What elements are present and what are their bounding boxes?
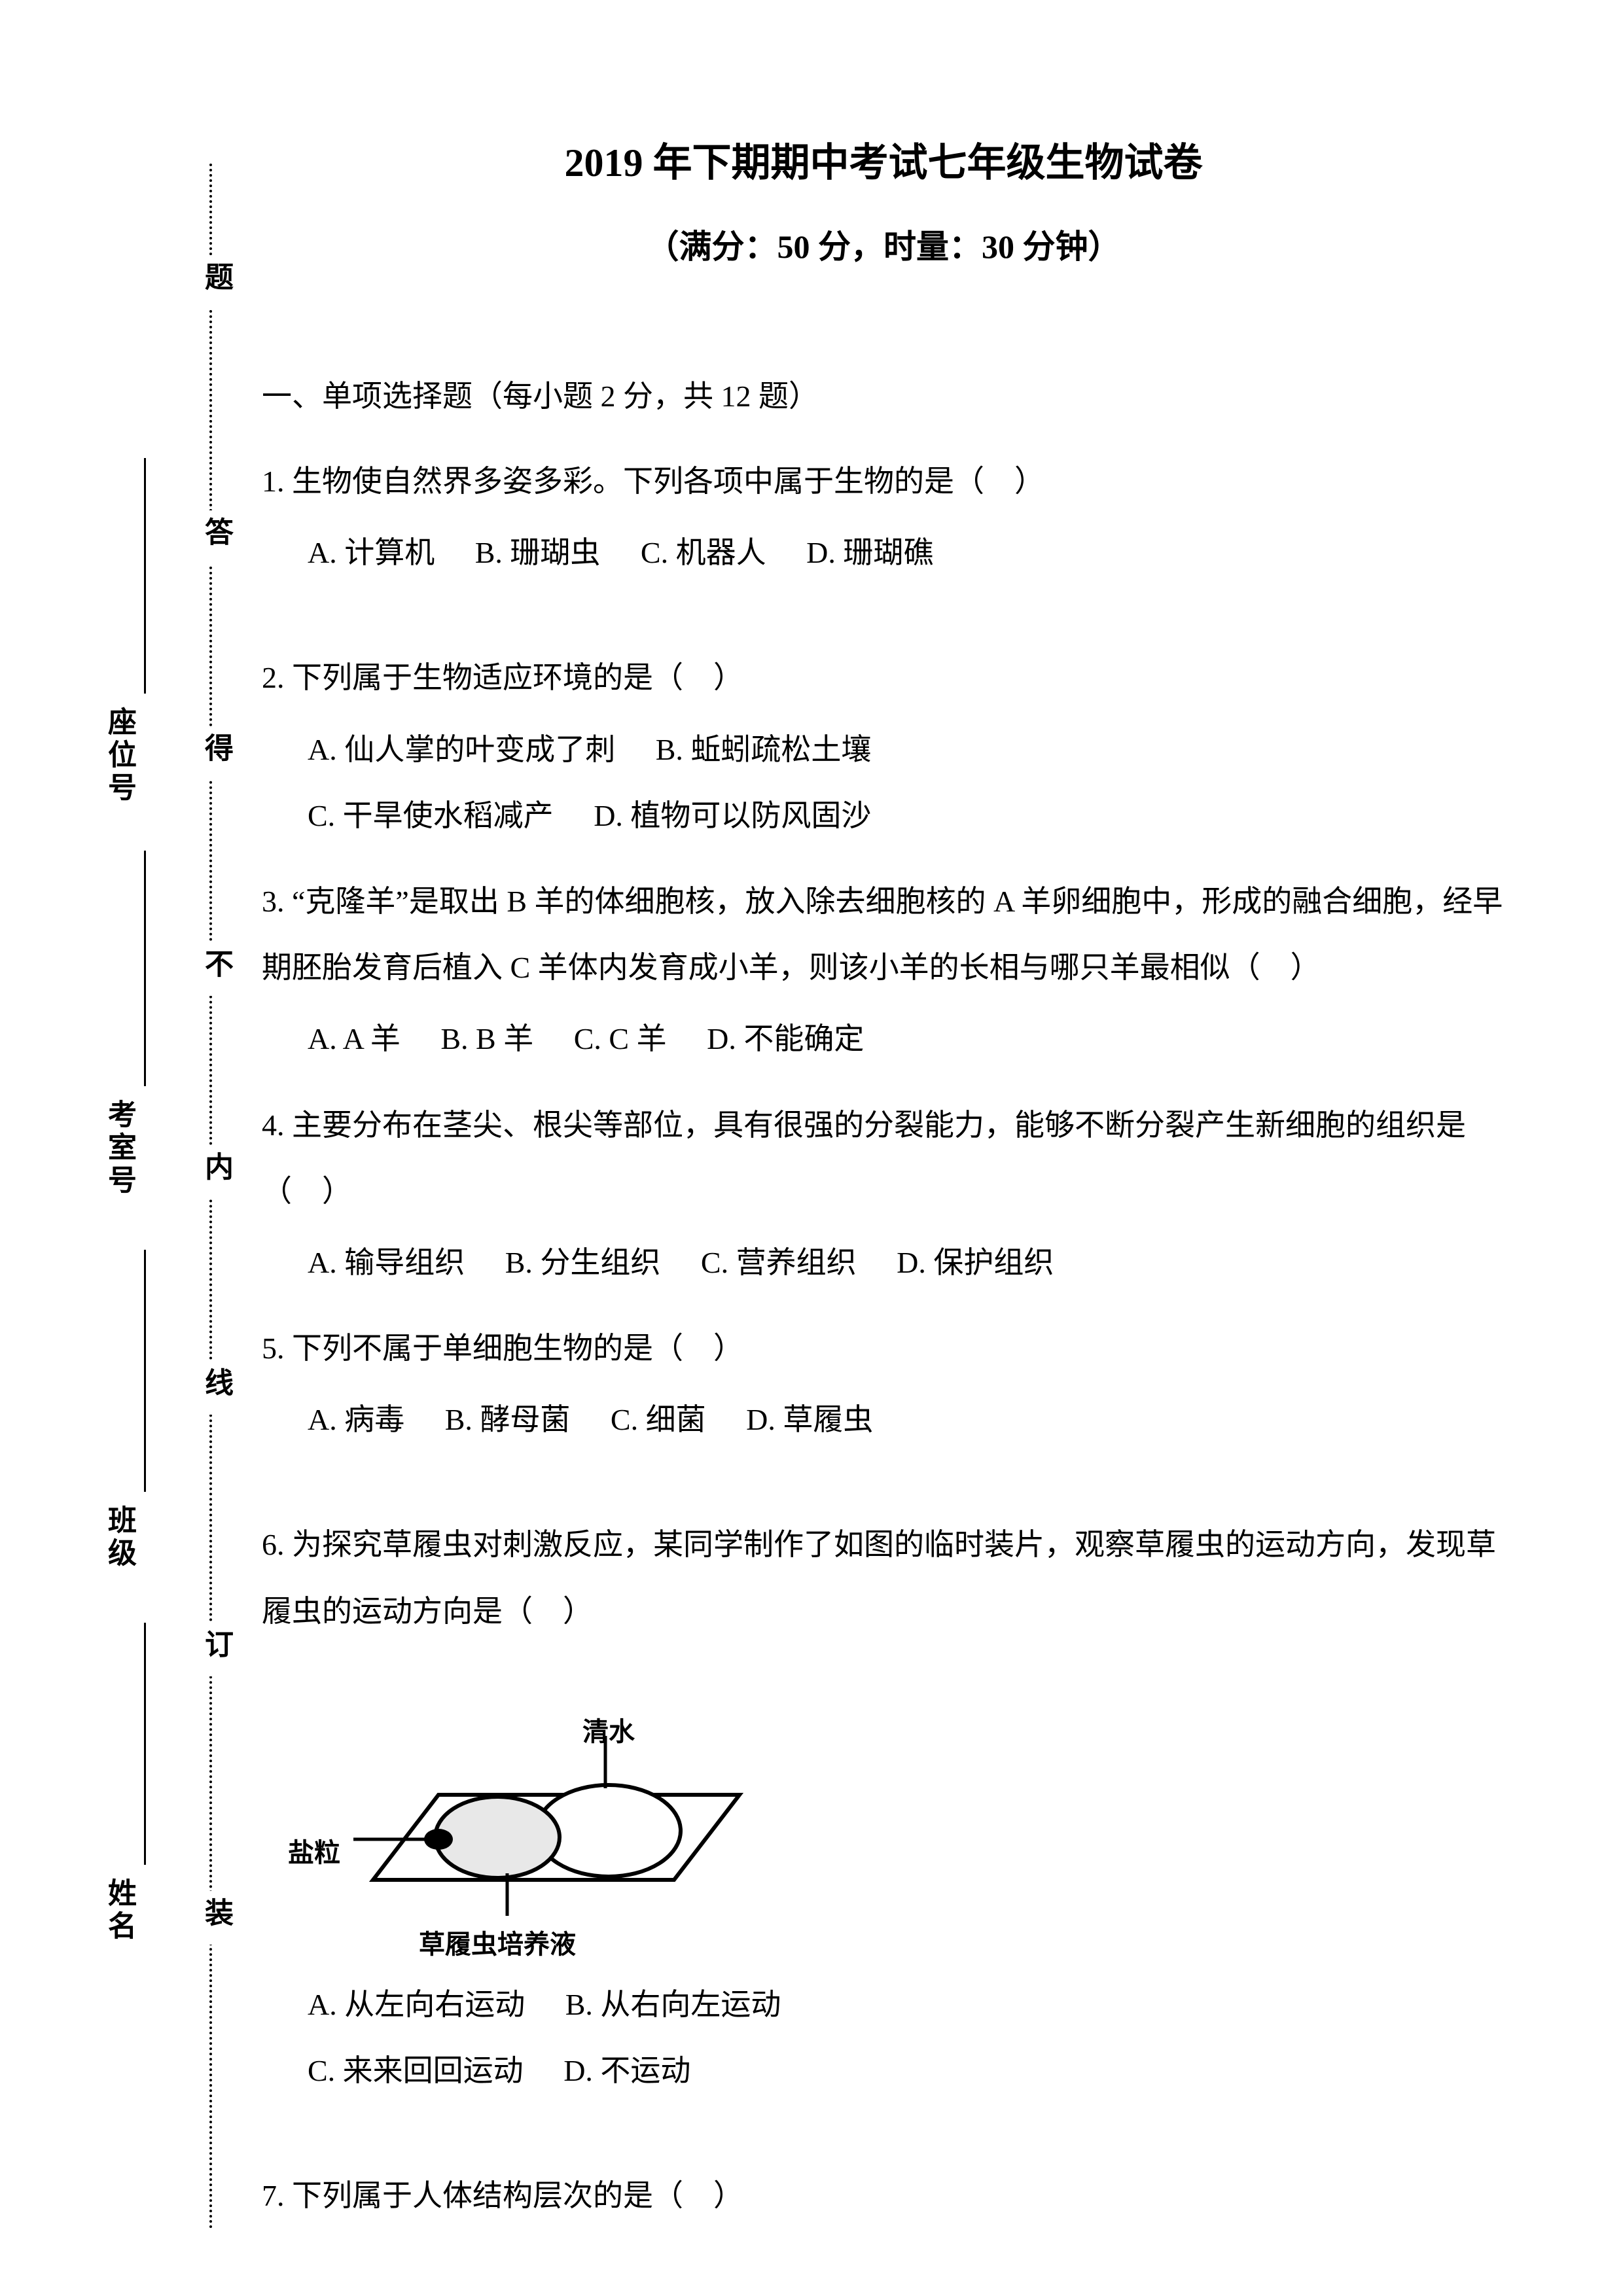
field-room-line <box>144 851 146 1086</box>
binding-label-bu: 不 <box>195 942 237 996</box>
q5-stem: 下列不属于单细胞生物的是（ ） <box>292 1332 743 1365</box>
q5-num: 5. <box>262 1332 285 1365</box>
binding-label-ti: 题 <box>195 255 237 309</box>
q2-opt-c: C. 干旱使水稻减产 <box>308 783 554 849</box>
q6-stem: 为探究草履虫对刺激反应，某同学制作了如图的临时装片，观察草履虫的运动方向，发现草… <box>262 1528 1496 1627</box>
question-6: 6. 为探究草履虫对刺激反应，某同学制作了如图的临时装片，观察草履虫的运动方向，… <box>262 1511 1505 2104</box>
q3-opt-a: A. A 羊 <box>308 1006 401 1072</box>
q7-num: 7. <box>262 2179 285 2212</box>
q2-opt-d: D. 植物可以防风固沙 <box>594 783 871 849</box>
diagram-label-water: 清水 <box>582 1703 635 1761</box>
section-header: 一、单项选择题（每小题 2 分，共 12 题） <box>262 372 1505 415</box>
binding-label-de: 得 <box>195 726 237 780</box>
q1-opt-d: D. 珊瑚礁 <box>806 520 933 586</box>
q1-opt-b: B. 珊瑚虫 <box>475 520 601 586</box>
q1-opt-a: A. 计算机 <box>308 520 435 586</box>
question-3: 3. “克隆羊”是取出 B 羊的体细胞核，放入除去细胞核的 A 羊卵细胞中，形成… <box>262 868 1505 1072</box>
q5-opt-b: B. 酵母菌 <box>445 1386 571 1453</box>
question-5: 5. 下列不属于单细胞生物的是（ ） A. 病毒 B. 酵母菌 C. 细菌 D.… <box>262 1315 1505 1453</box>
q1-num: 1. <box>262 465 285 498</box>
q4-num: 4. <box>262 1108 285 1142</box>
q1-stem: 生物使自然界多姿多彩。下列各项中属于生物的是（ ） <box>292 465 1044 498</box>
q2-num: 2. <box>262 661 285 694</box>
q7-stem: 下列属于人体结构层次的是（ ） <box>292 2179 743 2212</box>
q6-opt-a: A. 从左向右运动 <box>308 1971 525 2038</box>
q6-num: 6. <box>262 1528 285 1561</box>
binding-label-da: 答 <box>195 510 237 564</box>
q6-opt-b: B. 从右向左运动 <box>565 1971 781 2038</box>
field-class-label: 班级 <box>98 1505 140 1570</box>
q5-opt-d: D. 草履虫 <box>746 1386 873 1453</box>
field-name-line <box>144 1623 146 1865</box>
field-name-label: 姓名 <box>98 1878 140 1943</box>
field-seat-label: 座位号 <box>98 707 140 805</box>
q2-stem: 下列属于生物适应环境的是（ ） <box>292 661 743 694</box>
question-2: 2. 下列属于生物适应环境的是（ ） A. 仙人掌的叶变成了刺 B. 蚯蚓疏松土… <box>262 645 1505 849</box>
q2-opt-a: A. 仙人掌的叶变成了刺 <box>308 716 615 783</box>
exam-content: 2019 年下期期中考试七年级生物试卷 （满分：50 分，时量：30 分钟） 一… <box>262 131 1505 2248</box>
slide-diagram-svg <box>308 1697 805 1945</box>
q4-stem: 主要分布在茎尖、根尖等部位，具有很强的分裂能力，能够不断分裂产生新细胞的组织是（… <box>262 1108 1466 1208</box>
q4-opt-a: A. 输导组织 <box>308 1229 465 1296</box>
diagram-label-salt: 盐粒 <box>288 1824 340 1882</box>
field-seat-line <box>144 458 146 694</box>
diagram-label-culture: 草履虫培养液 <box>419 1916 576 1973</box>
binding-label-zhuang: 装 <box>195 1891 237 1945</box>
q4-opt-b: B. 分生组织 <box>505 1229 661 1296</box>
question-7: 7. 下列属于人体结构层次的是（ ） <box>262 2163 1505 2229</box>
q5-opt-a: A. 病毒 <box>308 1386 404 1453</box>
field-class-line <box>144 1250 146 1492</box>
q1-opt-c: C. 机器人 <box>641 520 766 586</box>
binding-label-xian: 线 <box>195 1361 237 1415</box>
q3-opt-b: B. B 羊 <box>440 1006 533 1072</box>
q3-opt-d: D. 不能确定 <box>707 1006 864 1072</box>
q4-opt-d: D. 保护组织 <box>897 1229 1054 1296</box>
exam-subtitle: （满分：50 分，时量：30 分钟） <box>262 221 1505 268</box>
q6-opt-d: D. 不运动 <box>563 2038 690 2104</box>
question-4: 4. 主要分布在茎尖、根尖等部位，具有很强的分裂能力，能够不断分裂产生新细胞的组… <box>262 1092 1505 1296</box>
question-1: 1. 生物使自然界多姿多彩。下列各项中属于生物的是（ ） A. 计算机 B. 珊… <box>262 448 1505 586</box>
q2-opt-b: B. 蚯蚓疏松土壤 <box>656 716 872 783</box>
q5-opt-c: C. 细菌 <box>611 1386 706 1453</box>
q6-diagram: 清水 盐粒 草履虫培养液 <box>308 1697 805 1945</box>
q6-opt-c: C. 来来回回运动 <box>308 2038 524 2104</box>
q3-opt-c: C. C 羊 <box>574 1006 667 1072</box>
binding-label-ding: 订 <box>195 1623 237 1676</box>
binding-margin: 装 订 线 内 不 得 答 题 姓名 班级 考室号 座位号 <box>72 164 229 2231</box>
field-room-label: 考室号 <box>98 1099 140 1197</box>
exam-title: 2019 年下期期中考试七年级生物试卷 <box>262 131 1505 188</box>
q3-num: 3. <box>262 885 285 918</box>
q3-stem: “克隆羊”是取出 B 羊的体细胞核，放入除去细胞核的 A 羊卵细胞中，形成的融合… <box>262 885 1503 984</box>
binding-label-nei: 内 <box>195 1145 237 1199</box>
q4-opt-c: C. 营养组织 <box>701 1229 857 1296</box>
